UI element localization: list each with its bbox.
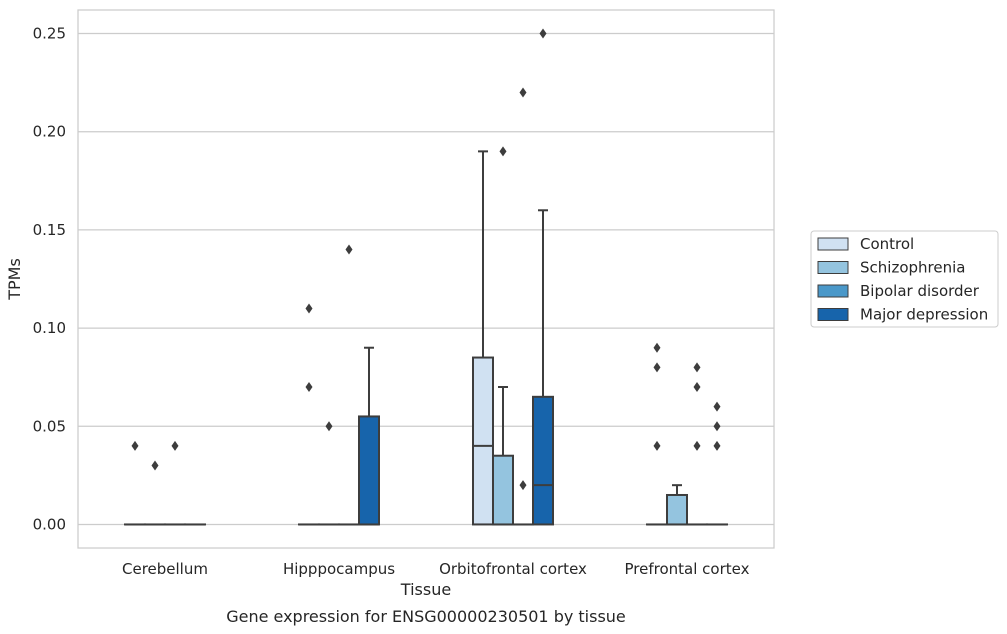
legend-frame [810,230,999,328]
box-rect [492,454,514,526]
y-tick-label: 0.20 [33,123,66,141]
box-rect [666,493,688,526]
y-axis-title: TPMs [5,258,24,301]
outlier-point [305,303,313,314]
outlier-point [499,146,507,157]
legend-swatch [817,308,849,321]
legend-swatch [817,261,849,274]
outlier-point [693,362,701,373]
y-tick-label: 0.15 [33,221,66,239]
legend-swatch [817,284,849,298]
outlier-point [325,421,333,432]
outlier-point [693,440,701,451]
outlier-point [151,460,159,471]
outlier-points [131,28,721,491]
box-rect [532,395,554,526]
plot-area [77,9,775,549]
x-tick-label: Cerebellum [122,560,208,578]
box-major-depression [358,346,380,526]
outlier-point [131,440,139,451]
x-axis-title: Tissue [400,580,451,599]
legend-label: Schizophrenia [860,259,965,277]
outlier-point [653,440,661,451]
legend: Control Schizophrenia Bipolar disorder Majo… [810,230,999,328]
x-tick-label: Prefrontal cortex [625,560,750,578]
y-tick-label: 0.25 [33,25,66,43]
outlier-point [519,87,527,98]
legend-label: Control [860,235,914,253]
outlier-point [713,421,721,432]
y-tick-labels: 0.00 0.05 0.10 0.15 0.20 0.25 [33,25,66,534]
y-tick-label: 0.00 [33,515,66,533]
outlier-point [171,440,179,451]
y-tick-label: 0.10 [33,319,66,337]
box-rect [358,415,380,526]
legend-swatch [817,237,849,251]
box-groups [124,150,728,526]
y-tick-label: 0.05 [33,417,66,435]
outlier-point [345,244,353,255]
box-control [472,150,494,526]
chart-caption: Gene expression for ENSG00000230501 by t… [226,607,626,626]
box-major-depression [532,209,554,526]
x-tick-label: Orbitofrontal cortex [439,560,587,578]
outlier-point [519,480,527,491]
legend-label: Major depression [860,306,988,324]
outlier-point [653,362,661,373]
outlier-point [539,28,547,39]
outlier-point [713,401,721,412]
x-tick-label: Hipppocampus [283,560,395,578]
box-schizophrenia [492,385,514,526]
x-tick-labels: Cerebellum Hipppocampus Orbitofrontal cort… [122,560,750,578]
outlier-point [713,440,721,451]
legend-label: Bipolar disorder [860,282,980,300]
outlier-point [305,381,313,392]
outlier-point [653,342,661,353]
box-schizophrenia [666,484,688,526]
box-rect [472,356,494,526]
outlier-point [693,381,701,392]
